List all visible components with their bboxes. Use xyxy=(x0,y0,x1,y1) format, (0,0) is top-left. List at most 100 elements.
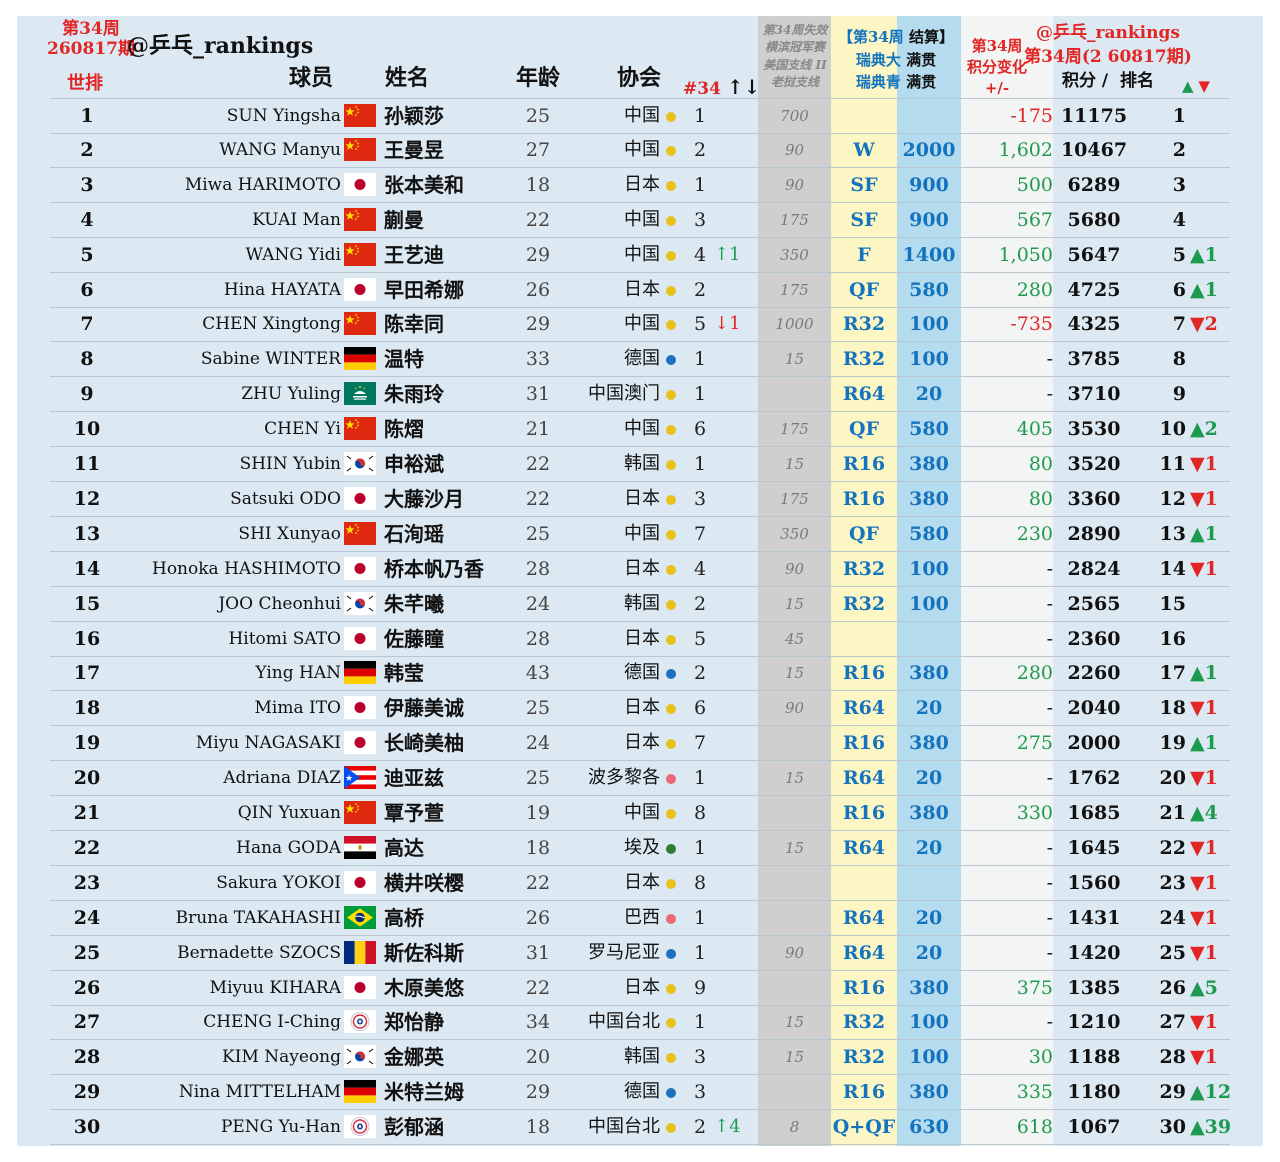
result-cell: R16 xyxy=(842,453,886,475)
points-change-cell: -735 xyxy=(1010,313,1053,336)
result-cell: R64 xyxy=(842,383,886,406)
world-rank-cell: 20 xyxy=(73,767,101,790)
rank-cell: 1 xyxy=(1172,105,1186,127)
lost-points-cell: 15 xyxy=(784,838,805,857)
romania-flag-icon xyxy=(344,940,376,964)
total-points-cell: 1645 xyxy=(1067,836,1121,859)
result-cell: Q+QF xyxy=(832,1116,896,1139)
points-handle: @乒乓_rankings xyxy=(1036,23,1180,43)
age-cell: 22 xyxy=(525,487,551,510)
table-row: 4 KUAI Man 蒯曼 22 中国 3 175 SF 900 567 5680 4 xyxy=(50,203,1230,238)
world-rank-cell: 13 xyxy=(73,522,101,545)
world-rank-cell: 15 xyxy=(73,592,101,615)
age-cell: 24 xyxy=(525,732,551,755)
age-cell: 22 xyxy=(525,976,551,999)
total-points-cell: 3520 xyxy=(1067,453,1121,475)
total-points-cell: 1762 xyxy=(1067,767,1121,790)
germany-flag-icon xyxy=(344,347,376,371)
table-row: 15 JOO Cheonhui 朱芊曦 24 韩国 2 15 R32 100 -2565 15 xyxy=(50,587,1230,622)
rank-cell: 7 xyxy=(1172,313,1186,336)
result-cell: R64 xyxy=(842,697,886,720)
national-rank-cell: 3 xyxy=(693,208,707,231)
player-name-en: PENG Yu-Han xyxy=(220,1117,341,1138)
rank-cell: 19 xyxy=(1159,732,1186,755)
rank-cell: 16 xyxy=(1159,627,1186,650)
association-cell: 中国台北 xyxy=(588,1116,660,1138)
national-rank-cell: 6 xyxy=(693,697,707,720)
world-rank-cell: 8 xyxy=(80,348,94,371)
points-week-label: 第34周(2 60817期) xyxy=(1024,46,1192,67)
player-name-en: Miyu NAGASAKI xyxy=(195,733,341,754)
association-cell: 韩国 xyxy=(624,592,660,614)
rank-change-cell: ▲4 xyxy=(1190,802,1218,824)
taipei-flag-icon xyxy=(344,1010,376,1034)
association-dot-icon xyxy=(666,215,676,226)
world-rank-cell: 5 xyxy=(80,243,94,266)
association-cell: 日本 xyxy=(624,627,660,649)
author-handle: @乒乓_rankings xyxy=(127,33,314,59)
age-cell: 27 xyxy=(525,138,551,161)
earned-points-cell: 580 xyxy=(909,418,949,441)
association-cell: 日本 xyxy=(624,871,660,893)
association-cell: 中国 xyxy=(624,522,660,544)
lost-points-cell: 1000 xyxy=(775,315,814,334)
points-change-cell: - xyxy=(1046,906,1053,929)
rank-cell: 9 xyxy=(1172,383,1186,406)
player-name-en: SUN Yingsha xyxy=(226,106,341,126)
player-name-en: KIM Nayeong xyxy=(222,1047,341,1068)
player-name-cn: 佐藤瞳 xyxy=(384,626,444,651)
national-rank-change: ↑4 xyxy=(714,1116,741,1138)
player-name-en: Nina MITTELHAM xyxy=(178,1082,341,1103)
china-flag-icon xyxy=(344,801,376,824)
earned-points-cell: 630 xyxy=(909,1116,949,1139)
result-cell xyxy=(831,99,897,133)
earned-points-cell: 100 xyxy=(909,592,949,615)
points-change-cell: 1,602 xyxy=(998,138,1053,161)
age-cell: 29 xyxy=(525,1081,551,1104)
points-change-cell: - xyxy=(1046,383,1053,406)
national-rank-cell: 1 xyxy=(693,906,707,929)
world-rank-cell: 28 xyxy=(73,1046,101,1069)
points-change-cell: 500 xyxy=(1016,173,1053,196)
rank-cell: 20 xyxy=(1159,767,1186,790)
japan-flag-icon xyxy=(344,626,376,650)
association-dot-icon xyxy=(666,599,676,610)
japan-flag-icon xyxy=(344,696,376,720)
total-points-cell: 2824 xyxy=(1067,557,1121,580)
player-name-en: KUAI Man xyxy=(252,209,341,230)
age-cell: 25 xyxy=(525,105,551,127)
earned-points-cell: 580 xyxy=(909,522,949,545)
lost-points-cell: 175 xyxy=(780,210,809,229)
age-cell: 21 xyxy=(525,418,551,441)
germany-flag-icon xyxy=(344,1080,376,1104)
table-row: 29 Nina MITTELHAM 米特兰姆 29 德国 3 R16 380 335 1180 29… xyxy=(50,1075,1231,1111)
lost-points-cell: 15 xyxy=(784,1013,805,1032)
world-rank-cell: 21 xyxy=(73,802,101,824)
result-settle-label: 结算】 xyxy=(909,28,955,46)
association-cell: 中国 xyxy=(624,802,660,823)
points-change-cell: 230 xyxy=(1016,522,1053,545)
rank-cell: 12 xyxy=(1159,487,1186,510)
korea-flag-icon xyxy=(344,452,376,475)
age-cell: 34 xyxy=(525,1011,551,1034)
total-points-cell: 5647 xyxy=(1067,243,1121,266)
points-change-cell: - xyxy=(1046,871,1053,894)
rank-cell: 25 xyxy=(1159,941,1186,964)
association-cell: 中国 xyxy=(624,313,660,335)
total-points-cell: 1420 xyxy=(1067,941,1121,964)
age-cell: 18 xyxy=(525,836,551,859)
table-row: 12 Satsuki ODO 大藤沙月 22 日本 3 175 R16 380 80 3360 12 ▼… xyxy=(50,482,1230,517)
player-name-cn: 石洵瑶 xyxy=(384,521,444,546)
player-name-en: Bruna TAKAHASHI xyxy=(175,907,341,928)
association-dot-icon xyxy=(666,180,676,191)
association-dot-icon xyxy=(666,425,676,436)
lost-points-cell: 45 xyxy=(784,629,805,648)
player-name-cn: 陈熠 xyxy=(384,417,424,442)
player-name-cn: 长崎美柚 xyxy=(384,731,464,756)
total-points-cell: 1685 xyxy=(1067,802,1121,824)
name-header: 姓名 xyxy=(385,65,430,91)
player-name-en: Sabine WINTER xyxy=(200,349,341,370)
lost-points-cell: 90 xyxy=(784,140,805,159)
total-points-cell: 2565 xyxy=(1067,592,1121,615)
rank-change-cell: ▲1 xyxy=(1190,278,1218,301)
